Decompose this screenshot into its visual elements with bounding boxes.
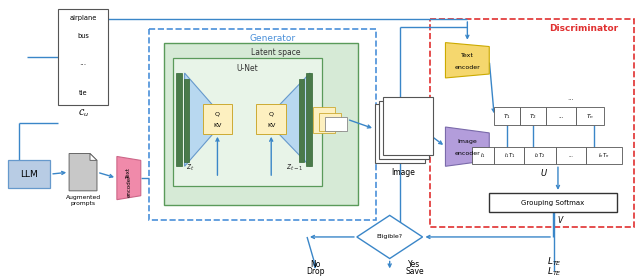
Text: $T_n$: $T_n$ <box>586 112 594 121</box>
Polygon shape <box>445 127 489 166</box>
Text: $U$: $U$ <box>540 167 548 178</box>
Text: Image: Image <box>458 139 477 144</box>
Text: encoder: encoder <box>454 65 480 70</box>
Polygon shape <box>90 153 97 160</box>
Text: Text: Text <box>126 168 131 179</box>
Text: ...: ... <box>568 95 574 101</box>
Text: $T_1$: $T_1$ <box>503 112 511 121</box>
FancyBboxPatch shape <box>524 147 556 164</box>
FancyBboxPatch shape <box>325 117 347 131</box>
Text: encoder: encoder <box>454 151 480 156</box>
Text: $z_t$: $z_t$ <box>186 163 195 174</box>
Text: $\mathcal{C}_u$: $\mathcal{C}_u$ <box>77 108 88 119</box>
Text: LLM: LLM <box>20 170 38 179</box>
Text: Grouping Softmax: Grouping Softmax <box>522 200 584 206</box>
FancyBboxPatch shape <box>379 101 429 159</box>
FancyBboxPatch shape <box>520 108 546 125</box>
Text: Latent space: Latent space <box>251 48 300 57</box>
Text: $I_nT_n$: $I_nT_n$ <box>598 151 609 160</box>
Polygon shape <box>184 73 225 166</box>
Text: Q: Q <box>269 112 274 117</box>
Text: encoder: encoder <box>126 175 131 197</box>
Polygon shape <box>69 153 97 191</box>
Text: KV: KV <box>267 123 275 128</box>
Polygon shape <box>265 73 310 166</box>
Text: $V$: $V$ <box>557 214 564 225</box>
FancyBboxPatch shape <box>164 43 358 205</box>
FancyBboxPatch shape <box>313 108 335 133</box>
Text: KV: KV <box>213 123 221 128</box>
Text: $I_2T_2$: $I_2T_2$ <box>534 151 546 160</box>
Text: Eligible?: Eligible? <box>376 234 403 239</box>
FancyBboxPatch shape <box>319 113 341 131</box>
Text: Text: Text <box>461 53 474 58</box>
Text: ...: ... <box>79 58 86 67</box>
Polygon shape <box>445 43 489 78</box>
FancyBboxPatch shape <box>472 147 494 164</box>
Text: ...: ... <box>558 114 564 119</box>
FancyBboxPatch shape <box>184 79 189 162</box>
Text: tie: tie <box>79 90 87 96</box>
Text: $T_2$: $T_2$ <box>529 112 537 121</box>
Text: $I_1T_1$: $I_1T_1$ <box>504 151 515 160</box>
Text: prompts: prompts <box>70 201 95 206</box>
Polygon shape <box>117 157 141 200</box>
FancyBboxPatch shape <box>383 97 433 155</box>
FancyBboxPatch shape <box>576 108 604 125</box>
FancyBboxPatch shape <box>586 147 621 164</box>
Text: $z_{t-1}$: $z_{t-1}$ <box>286 163 304 174</box>
FancyBboxPatch shape <box>299 79 304 162</box>
FancyBboxPatch shape <box>494 108 520 125</box>
FancyBboxPatch shape <box>8 160 50 188</box>
FancyBboxPatch shape <box>556 147 586 164</box>
FancyBboxPatch shape <box>546 108 576 125</box>
Text: bus: bus <box>77 33 89 39</box>
Text: Q: Q <box>215 112 220 117</box>
Text: Generator: Generator <box>249 34 295 43</box>
FancyBboxPatch shape <box>173 58 322 186</box>
FancyBboxPatch shape <box>375 104 424 163</box>
Text: No: No <box>310 260 320 269</box>
Text: Yes: Yes <box>408 260 420 269</box>
Text: Discriminator: Discriminator <box>549 24 618 33</box>
FancyBboxPatch shape <box>202 104 232 134</box>
Text: U-Net: U-Net <box>236 64 258 73</box>
Text: Drop: Drop <box>306 267 324 276</box>
FancyBboxPatch shape <box>494 147 524 164</box>
FancyBboxPatch shape <box>306 73 312 166</box>
Text: Augmented: Augmented <box>65 195 100 200</box>
Text: airplane: airplane <box>69 15 97 21</box>
Text: ...: ... <box>568 153 573 158</box>
Text: $I_1$: $I_1$ <box>481 151 486 160</box>
Text: Save: Save <box>405 267 424 276</box>
Text: $L_{TE}$: $L_{TE}$ <box>547 265 561 277</box>
Polygon shape <box>357 215 422 258</box>
Text: Image: Image <box>392 168 415 177</box>
FancyBboxPatch shape <box>256 104 286 134</box>
Text: $L_{TE}$: $L_{TE}$ <box>547 255 561 268</box>
FancyBboxPatch shape <box>58 9 108 106</box>
FancyBboxPatch shape <box>489 193 617 213</box>
FancyBboxPatch shape <box>175 73 182 166</box>
